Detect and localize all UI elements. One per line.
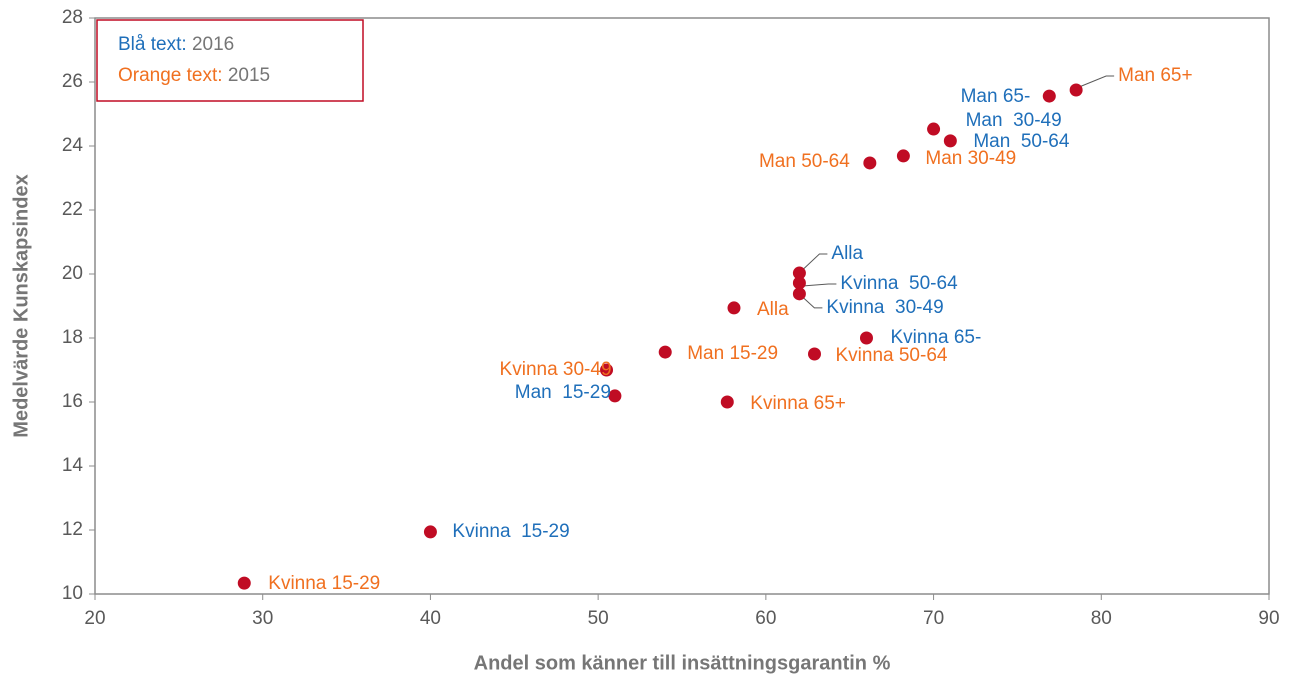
legend-label: Orange text:: [118, 65, 223, 86]
point-label: Kvinna 65-: [890, 327, 981, 348]
point-label: Man 30-49: [966, 110, 1062, 131]
y-tick-label: 26: [62, 71, 83, 92]
y-tick-label: 20: [62, 263, 83, 284]
point: [237, 576, 251, 590]
legend-value: 2016: [192, 34, 234, 55]
x-tick-label: 90: [1258, 608, 1279, 629]
legend-entry: Orange text: 2015: [118, 65, 270, 86]
point: [1042, 89, 1056, 103]
x-axis-title: Andel som känner till insättningsgaranti…: [474, 652, 891, 674]
legend-label: Blå text:: [118, 34, 187, 55]
y-tick-label: 18: [62, 327, 83, 348]
leader-line: [802, 296, 823, 309]
point: [608, 389, 622, 403]
y-tick-label: 22: [62, 199, 83, 220]
legend-entry: Blå text: 2016: [118, 34, 234, 55]
leader-line: [802, 253, 828, 271]
point-label: Man 65+: [1118, 65, 1192, 86]
legend-box: [96, 19, 364, 102]
point-label: Kvinna 50-64: [835, 345, 947, 366]
y-tick-label: 12: [62, 519, 83, 540]
point-label: Man 15-29: [687, 343, 778, 364]
point: [600, 363, 614, 377]
x-tick-label: 50: [588, 608, 609, 629]
point-label: Man 30-49: [925, 148, 1016, 169]
point-label: Alla: [831, 243, 863, 264]
y-axis-title: Medelvärde Kunskapsindex: [10, 174, 32, 437]
x-tick-label: 30: [252, 608, 273, 629]
y-tick-label: 14: [62, 455, 84, 476]
point-label: Man 50-64: [759, 151, 850, 172]
point-label: Kvinna 30-49: [826, 297, 943, 318]
point: [1069, 83, 1083, 97]
y-tick-label: 16: [62, 391, 83, 412]
point: [927, 122, 941, 136]
x-tick-label: 70: [923, 608, 944, 629]
point: [896, 149, 910, 163]
point-label: Man 15-29: [515, 382, 611, 403]
x-tick-label: 40: [420, 608, 441, 629]
y-tick-label: 10: [62, 583, 83, 604]
point-label: Kvinna 30-49: [500, 359, 612, 380]
point: [727, 301, 741, 315]
point: [859, 331, 873, 345]
point: [720, 395, 734, 409]
point-label: Kvinna 50-64: [840, 273, 958, 294]
leader-line: [1078, 75, 1115, 88]
point-label: Kvinna 15-29: [268, 573, 380, 594]
point-label: Alla: [757, 299, 789, 320]
point: [792, 287, 806, 301]
point: [807, 347, 821, 361]
x-tick-label: 20: [84, 608, 105, 629]
point: [423, 525, 437, 539]
point: [792, 266, 806, 280]
point: [658, 345, 672, 359]
point-label: Man 50-64: [973, 131, 1070, 152]
y-tick-label: 24: [62, 135, 84, 156]
point-label: Man 65-: [961, 86, 1031, 107]
legend-value: 2015: [228, 65, 270, 86]
x-tick-label: 80: [1091, 608, 1112, 629]
leader-line: [802, 283, 837, 287]
point-label: Kvinna 65+: [750, 393, 846, 414]
point-label: Kvinna 15-29: [452, 521, 569, 542]
point: [943, 134, 957, 148]
y-tick-label: 28: [62, 7, 83, 28]
x-tick-label: 60: [755, 608, 776, 629]
point: [792, 276, 806, 290]
plot-frame: [94, 17, 1270, 595]
point: [863, 156, 877, 170]
